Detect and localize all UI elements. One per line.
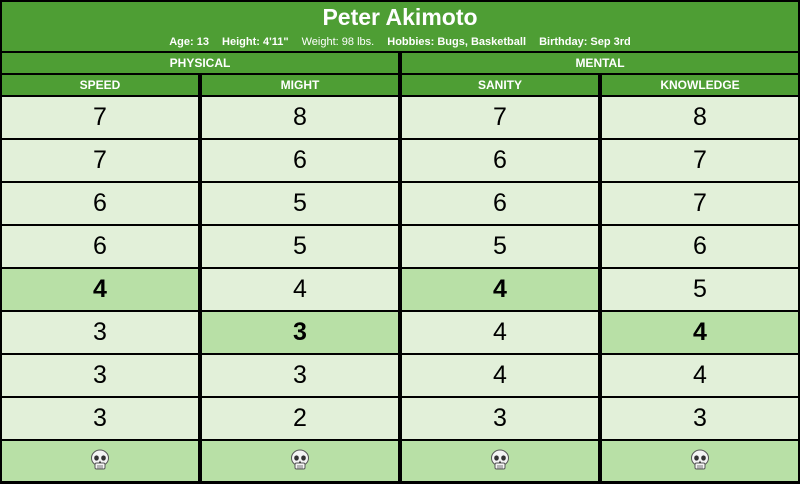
stat-cell-speed: 3 bbox=[2, 312, 198, 353]
stat-cell-sanity: 7 bbox=[402, 97, 598, 138]
death-cell-might bbox=[202, 441, 398, 481]
character-height: Height: 4'11" bbox=[222, 36, 289, 48]
character-hobbies: Hobbies: Bugs, Basketball bbox=[387, 36, 527, 48]
stat-cell-sanity: 4 bbox=[402, 355, 598, 396]
character-weight: Weight: 98 lbs. bbox=[301, 36, 375, 48]
stat-cell-might: 8 bbox=[202, 97, 398, 138]
stat-cell-speed: 7 bbox=[2, 97, 198, 138]
stat-cell-knowledge: 4 bbox=[602, 355, 798, 396]
character-age: Age: 13 bbox=[169, 36, 209, 48]
character-header: Peter Akimoto Age: 13 Height: 4'11" Weig… bbox=[2, 2, 798, 51]
skull-icon bbox=[691, 449, 709, 470]
column-header-sanity: SANITY bbox=[402, 75, 598, 95]
stat-cell-speed: 4 bbox=[2, 269, 198, 310]
stat-cell-might: 6 bbox=[202, 140, 398, 181]
stat-cell-speed: 3 bbox=[2, 398, 198, 439]
column-header-knowledge: KNOWLEDGE bbox=[602, 75, 798, 95]
group-header-physical: PHYSICAL bbox=[2, 53, 398, 73]
stat-cell-sanity: 4 bbox=[402, 312, 598, 353]
stat-cell-speed: 6 bbox=[2, 183, 198, 224]
skull-icon bbox=[291, 449, 309, 470]
skull-icon bbox=[491, 449, 509, 470]
death-cell-sanity bbox=[402, 441, 598, 481]
stat-cell-might: 5 bbox=[202, 183, 398, 224]
stat-cell-knowledge: 8 bbox=[602, 97, 798, 138]
stat-cell-knowledge: 6 bbox=[602, 226, 798, 267]
death-cell-knowledge bbox=[602, 441, 798, 481]
stat-cell-sanity: 6 bbox=[402, 183, 598, 224]
skull-icon bbox=[91, 449, 109, 470]
group-header-mental: MENTAL bbox=[402, 53, 798, 73]
stat-cell-knowledge: 3 bbox=[602, 398, 798, 439]
death-cell-speed bbox=[2, 441, 198, 481]
stat-cell-might: 5 bbox=[202, 226, 398, 267]
stat-cell-might: 3 bbox=[202, 312, 398, 353]
stat-cell-might: 3 bbox=[202, 355, 398, 396]
stat-cell-might: 2 bbox=[202, 398, 398, 439]
character-birthday: Birthday: Sep 3rd bbox=[539, 36, 631, 48]
column-header-might: MIGHT bbox=[202, 75, 398, 95]
stat-cell-sanity: 6 bbox=[402, 140, 598, 181]
stat-cell-speed: 7 bbox=[2, 140, 198, 181]
stat-cell-speed: 3 bbox=[2, 355, 198, 396]
stat-cell-might: 4 bbox=[202, 269, 398, 310]
stat-cell-knowledge: 5 bbox=[602, 269, 798, 310]
stat-cell-knowledge: 7 bbox=[602, 140, 798, 181]
stat-cell-sanity: 3 bbox=[402, 398, 598, 439]
stat-cell-sanity: 4 bbox=[402, 269, 598, 310]
character-info: Age: 13 Height: 4'11" Weight: 98 lbs. Ho… bbox=[2, 35, 798, 49]
stat-cell-knowledge: 7 bbox=[602, 183, 798, 224]
character-name: Peter Akimoto bbox=[322, 4, 478, 30]
stat-cell-sanity: 5 bbox=[402, 226, 598, 267]
stat-cell-knowledge: 4 bbox=[602, 312, 798, 353]
stat-cell-speed: 6 bbox=[2, 226, 198, 267]
column-header-speed: SPEED bbox=[2, 75, 198, 95]
